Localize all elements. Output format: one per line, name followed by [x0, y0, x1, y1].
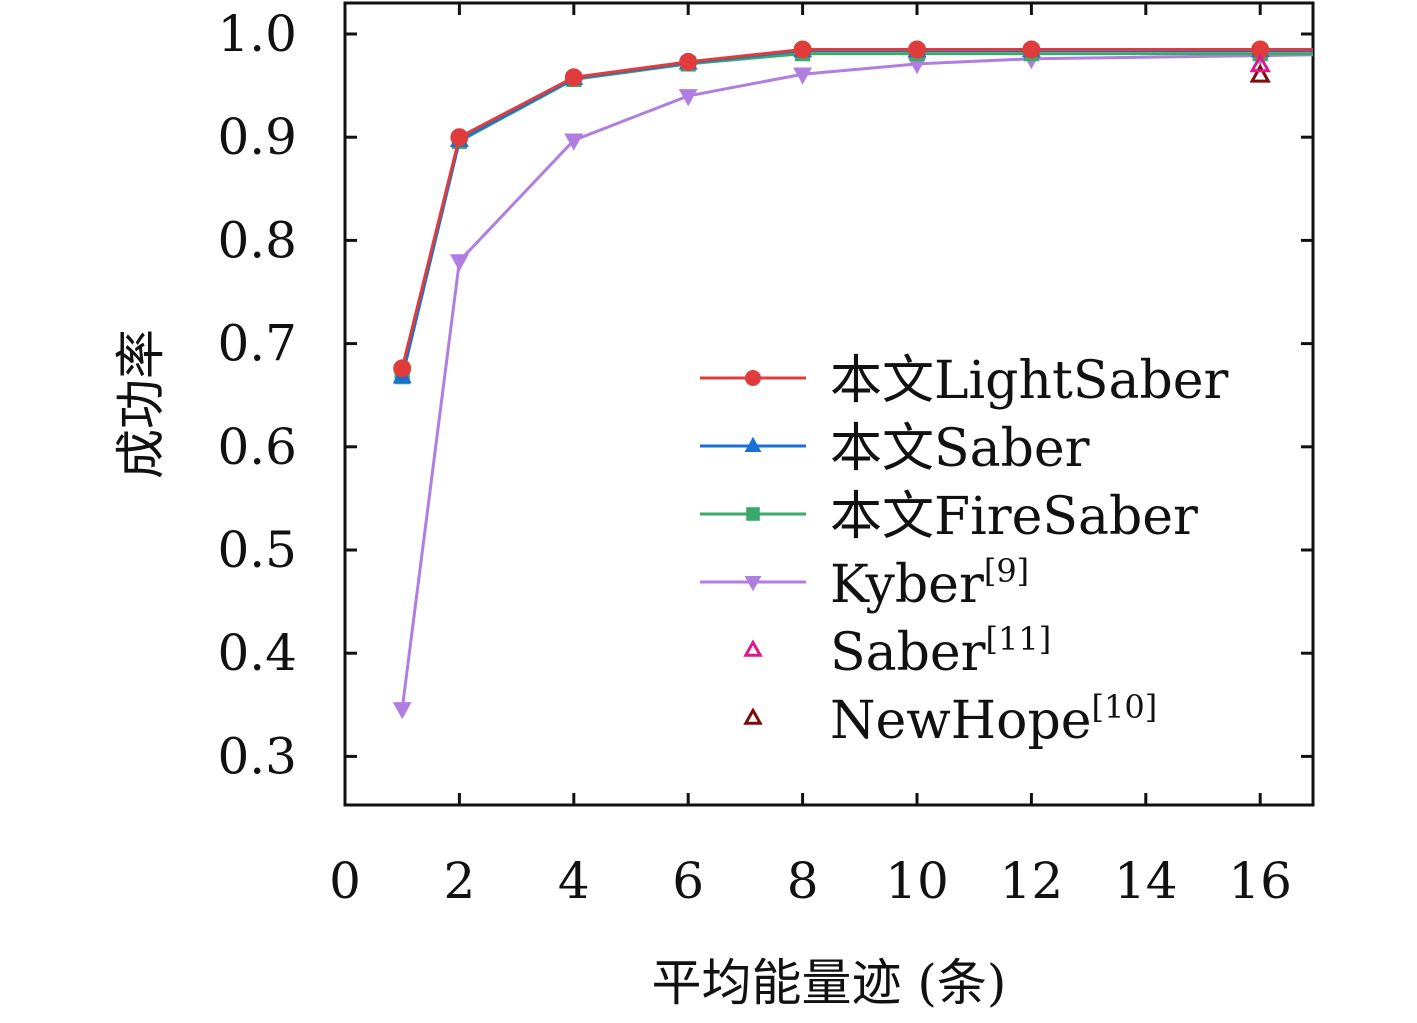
x-tick-label: 12	[1000, 852, 1064, 910]
legend-item: 本文LightSaber	[700, 351, 1229, 411]
x-axis-title: 平均能量迹 (条)	[652, 954, 1007, 1012]
legend-label: 本文LightSaber	[830, 351, 1229, 411]
y-tick-label: 0.4	[217, 624, 297, 682]
data-point	[1251, 40, 1270, 59]
data-point	[393, 359, 412, 378]
data-point	[392, 702, 412, 720]
x-tick-label: 8	[787, 852, 819, 910]
data-point	[908, 40, 926, 59]
legend-item: NewHope[10]	[743, 688, 1157, 751]
legend-label: NewHope[10]	[830, 688, 1157, 751]
x-tick-label: 14	[1114, 852, 1178, 910]
y-tick-label: 0.3	[217, 727, 297, 785]
x-tick-label: 0	[329, 852, 361, 910]
legend-item: Saber[11]	[743, 620, 1051, 683]
data-point	[744, 576, 762, 592]
data-point	[564, 133, 584, 151]
data-point	[679, 52, 698, 71]
legend: 本文LightSaber 本文Saber 本文FireSaberKyber[9]Sa…	[700, 351, 1229, 751]
legend-label: 本文Saber	[830, 419, 1090, 479]
data-point	[745, 370, 761, 386]
y-tick-label: 0.5	[217, 521, 297, 579]
y-tick-label: 0.8	[217, 211, 297, 269]
series-5	[1249, 63, 1271, 83]
series-1	[392, 40, 1313, 384]
data-point	[1249, 53, 1271, 73]
data-point	[907, 57, 927, 75]
data-point	[743, 707, 763, 725]
data-point	[450, 128, 469, 147]
data-point	[449, 254, 469, 272]
x-tick-label: 2	[443, 852, 475, 910]
data-point	[1022, 40, 1041, 59]
data-point	[746, 507, 760, 521]
data-point	[744, 436, 762, 452]
series-line	[400, 52, 1313, 377]
legend-item: 本文FireSaber	[700, 487, 1198, 547]
y-tick-label: 0.9	[217, 108, 297, 166]
y-axis-title: 成功率	[112, 329, 170, 479]
legend-label: 本文FireSaber	[830, 487, 1198, 547]
plot-frame	[343, 1, 1315, 807]
data-point	[793, 67, 813, 85]
data-point	[564, 68, 583, 87]
y-tick-label: 0.7	[217, 315, 297, 373]
legend-item: Kyber[9]	[700, 552, 1029, 615]
series-layer	[392, 40, 1313, 720]
data-point	[793, 40, 812, 59]
data-point	[743, 639, 763, 657]
x-tick-label: 4	[558, 852, 590, 910]
y-tick-label: 1.0	[217, 5, 297, 63]
series-4	[1249, 53, 1271, 73]
y-tick-label: 0.6	[217, 418, 297, 476]
data-point	[678, 89, 698, 107]
series-0	[393, 40, 1313, 378]
y-axis-ticks: 0.3 0.4 0.5 0.6 0.7 0.8 0.9 1.0	[217, 5, 1313, 785]
x-tick-label: 16	[1228, 852, 1292, 910]
legend-item: 本文Saber	[700, 419, 1090, 479]
x-axis-ticks: 0 2 4 6 8 10 12 14 16	[329, 3, 1292, 910]
series-2	[394, 45, 1313, 385]
x-tick-label: 6	[672, 852, 704, 910]
legend-label: Kyber[9]	[830, 552, 1029, 615]
legend-label: Saber[11]	[830, 620, 1051, 683]
data-point	[1249, 63, 1271, 83]
x-tick-label: 10	[885, 852, 949, 910]
